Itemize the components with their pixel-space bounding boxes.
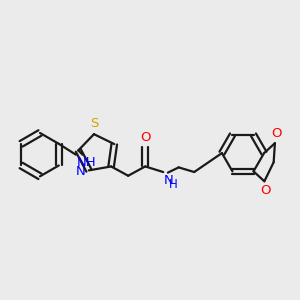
Text: S: S: [90, 118, 98, 130]
Text: N: N: [75, 165, 85, 178]
Text: H: H: [169, 178, 178, 191]
Text: O: O: [140, 130, 151, 143]
Text: O: O: [271, 127, 282, 140]
Text: O: O: [261, 184, 271, 197]
Text: NH: NH: [76, 156, 96, 169]
Text: N: N: [164, 174, 174, 187]
